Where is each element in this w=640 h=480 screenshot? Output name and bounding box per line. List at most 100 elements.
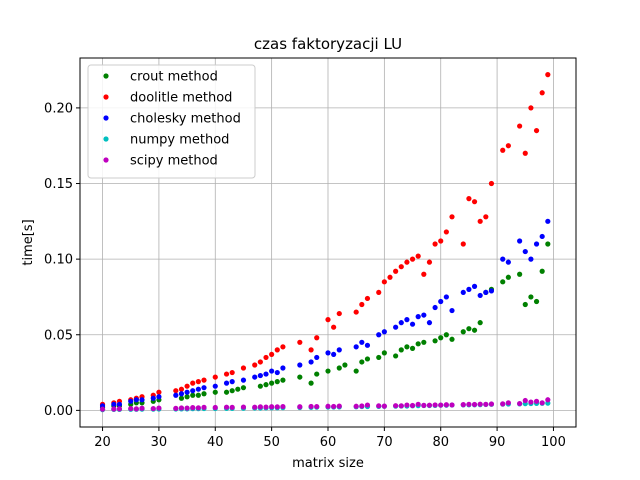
legend-marker [103,73,109,79]
data-point [393,403,399,409]
data-point [483,289,489,296]
data-point [500,279,506,285]
data-point [178,386,185,392]
data-point [364,295,371,302]
data-point [325,350,331,356]
legend: crout method doolitle method cholesky meth… [87,64,256,179]
data-point [229,379,235,385]
legend-label: numpy method [130,133,229,148]
data-point [421,402,427,408]
legend-label: cholesky method [130,112,241,127]
data-point [190,388,196,394]
data-point [404,402,410,408]
data-point [128,405,134,412]
data-point [235,386,241,392]
data-point [229,404,235,410]
data-point [364,342,371,348]
data-point [263,382,269,388]
data-point [156,394,162,400]
data-point [212,389,218,395]
data-point [500,256,506,262]
data-point [522,150,528,156]
data-point [522,397,528,404]
data-point [240,377,247,383]
data-point [201,391,207,397]
data-point [263,354,269,361]
data-point [438,335,444,341]
data-point [274,379,280,385]
data-point [421,339,427,345]
data-point [223,389,230,395]
data-point [432,402,438,408]
data-point [178,405,185,411]
data-point [212,374,218,380]
data-point [257,359,263,365]
data-point [364,402,371,408]
data-point [387,274,393,280]
x-tick-label: 50 [263,435,280,450]
data-point [280,365,286,371]
points-layer [99,72,551,413]
data-point [409,345,416,351]
data-point [297,404,303,410]
y-tick-label: 0.00 [44,404,73,419]
data-point [178,391,185,397]
data-point [173,388,179,394]
data-point [432,338,438,344]
data-point [471,283,478,289]
data-point [269,351,275,358]
data-point [438,298,444,305]
data-point [308,403,314,410]
data-point [522,301,528,308]
data-point [184,394,190,400]
y-tick-label: 0.05 [44,328,73,343]
data-point [426,320,433,326]
data-point [150,395,156,401]
data-point [522,248,528,255]
y-tick-label: 0.20 [44,101,73,116]
data-point [229,388,235,394]
data-point [443,294,449,300]
data-point [173,392,179,398]
data-point [308,347,314,353]
data-point [280,344,286,350]
data-point [488,288,495,294]
y-tick-label: 0.15 [44,177,73,192]
ticks-layer: 20 30 40 50 60 70 80 90 100 0.00 0.05 0.10 0.15 0.20 [44,101,566,450]
data-point [409,402,416,409]
data-point [545,218,551,224]
data-point [223,371,230,377]
data-point [539,400,545,406]
data-point [173,405,179,411]
data-point [415,401,421,407]
data-point [404,344,410,350]
data-point [201,385,207,391]
data-point [398,264,404,270]
data-point [443,332,449,338]
data-point [432,304,438,311]
data-point [376,332,382,338]
data-point [280,377,286,383]
data-point [364,356,371,362]
data-point [353,344,359,350]
data-point [252,362,258,368]
data-point [336,347,342,353]
data-point [274,404,280,410]
data-point [116,406,123,412]
y-axis-label: time[s] [21,219,36,265]
data-point [477,401,483,407]
data-point [404,259,410,265]
data-point [111,406,117,412]
data-point [545,241,551,247]
data-point [331,324,337,330]
data-point [477,292,483,299]
data-point [195,392,201,398]
data-point [201,404,207,410]
legend-label: crout method [130,70,218,85]
data-point [240,404,247,410]
data-point [533,398,540,404]
data-point [133,397,139,403]
data-point [545,397,551,403]
data-point [331,351,337,358]
